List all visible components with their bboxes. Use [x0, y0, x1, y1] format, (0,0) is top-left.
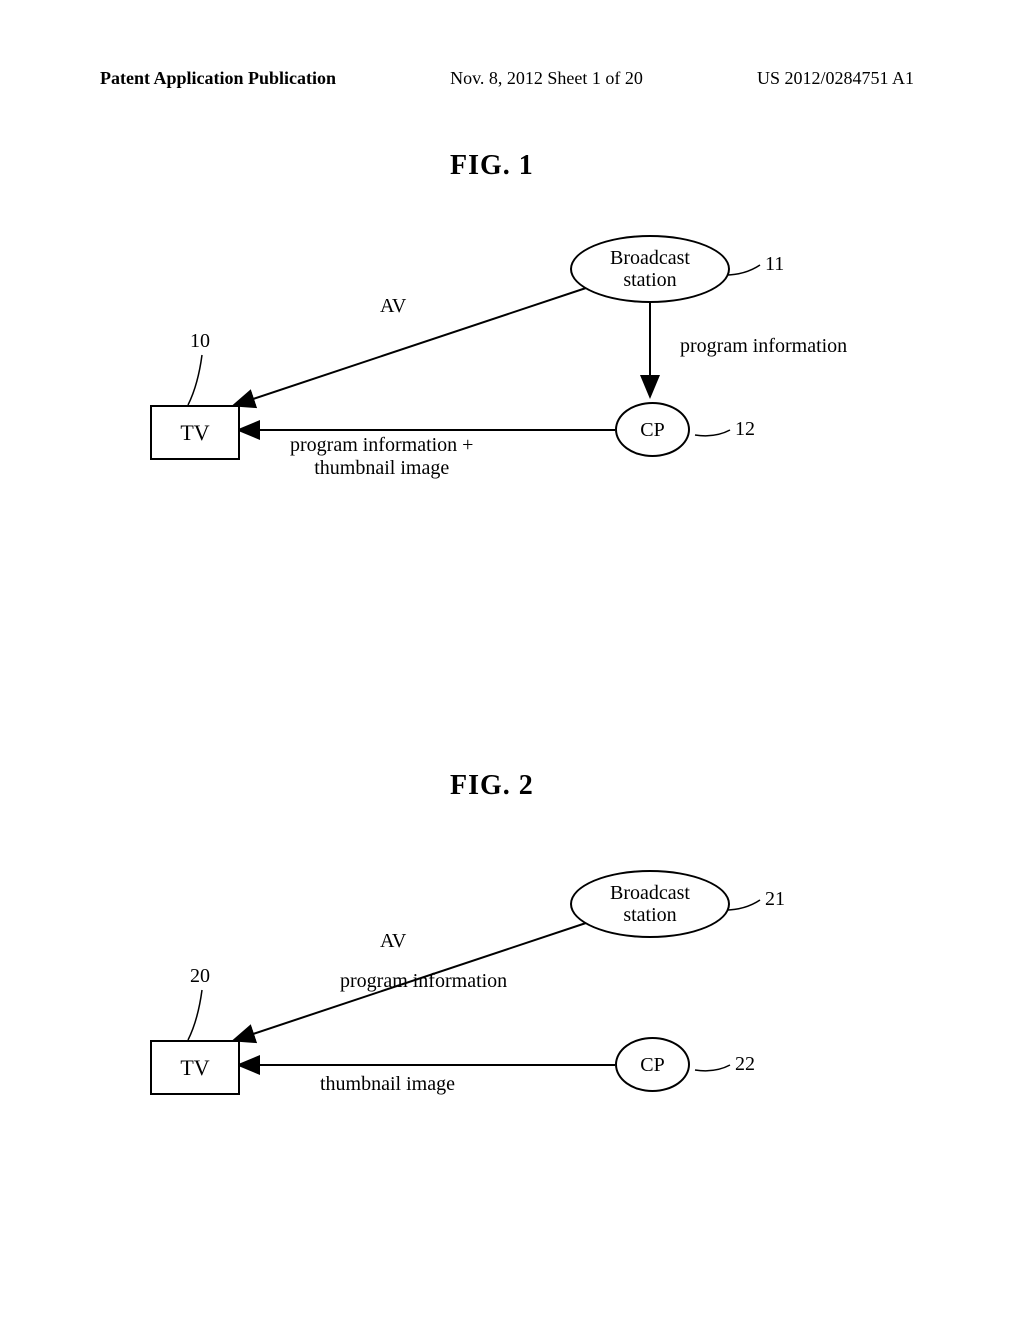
fig1-cp-label: CP [640, 419, 664, 441]
fig1-tv-label: TV [180, 420, 209, 446]
fig2-av-label: AV [380, 930, 406, 953]
fig1-progthumb-l2: thumbnail image [290, 457, 473, 480]
header-mid: Nov. 8, 2012 Sheet 1 of 20 [450, 68, 643, 89]
fig1-cp: CP [615, 402, 690, 457]
fig2-broadcast-label: Broadcast station [610, 882, 690, 926]
fig1-broadcast-label: Broadcast station [610, 247, 690, 291]
fig1-ref-bs: 11 [765, 253, 784, 276]
page-header: Patent Application Publication Nov. 8, 2… [0, 68, 1024, 89]
fig2-broadcast: Broadcast station [570, 870, 730, 938]
fig1-ref-tv: 10 [190, 330, 210, 353]
fig1-proginfo-label: program information [680, 335, 847, 358]
fig1-diagram: TV Broadcast station CP AV program infor… [120, 220, 900, 520]
fig1-av-label: AV [380, 295, 406, 318]
header-left: Patent Application Publication [100, 68, 336, 89]
fig2-diagram: TV Broadcast station CP AV program infor… [120, 855, 900, 1155]
fig2-proginfo-label: program information [340, 970, 507, 993]
fig2-title: FIG. 2 [450, 770, 534, 802]
fig2-cp-label: CP [640, 1054, 664, 1076]
header-right: US 2012/0284751 A1 [757, 68, 914, 89]
fig2-cp: CP [615, 1037, 690, 1092]
fig2-ref-cp: 22 [735, 1053, 755, 1076]
fig2-tv: TV [150, 1040, 240, 1095]
fig2-ref-bs: 21 [765, 888, 785, 911]
fig1-progthumb-label: program information + thumbnail image [290, 434, 473, 480]
fig2-tv-label: TV [180, 1055, 209, 1081]
fig1-progthumb-l1: program information + [290, 434, 473, 457]
fig1-ref-cp: 12 [735, 418, 755, 441]
fig2-ref-tv: 20 [190, 965, 210, 988]
fig1-title: FIG. 1 [450, 150, 534, 182]
fig1-tv: TV [150, 405, 240, 460]
fig1-broadcast: Broadcast station [570, 235, 730, 303]
fig2-thumb-label: thumbnail image [320, 1073, 455, 1096]
